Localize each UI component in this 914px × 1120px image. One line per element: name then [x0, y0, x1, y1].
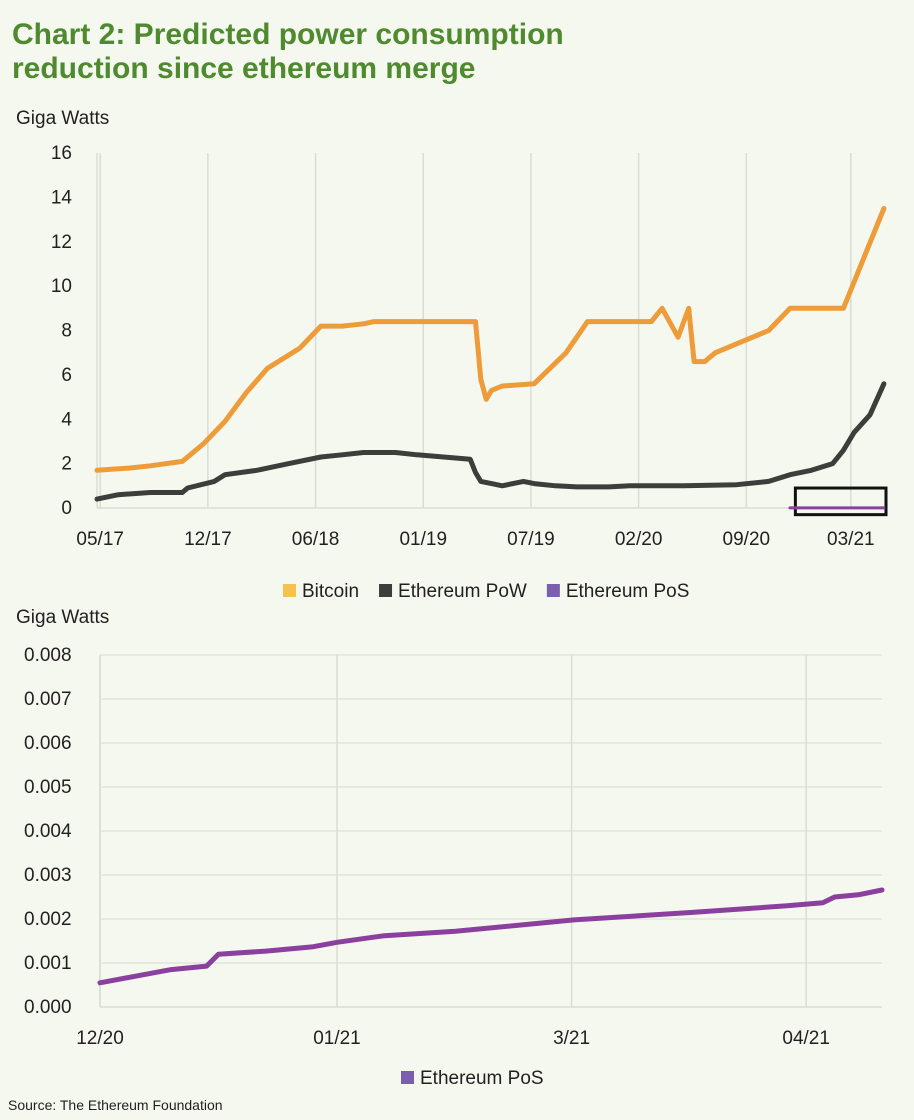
- legend-item: Bitcoin: [283, 581, 359, 602]
- x-tick-label: 3/21: [553, 1028, 590, 1049]
- chart2-y-unit-label: Giga Watts: [16, 607, 110, 628]
- y-tick-label: 0.007: [24, 689, 72, 710]
- legend-swatch: [401, 1071, 414, 1084]
- legend-swatch: [283, 584, 296, 597]
- x-tick-label: 02/20: [615, 529, 663, 550]
- y-tick-label: 0.005: [24, 777, 72, 798]
- title-line-2: reduction since ethereum merge: [12, 52, 476, 85]
- y-tick-label: 0.006: [24, 733, 72, 754]
- x-tick-label: 03/21: [827, 529, 875, 550]
- legend-label: Ethereum PoW: [398, 581, 527, 602]
- title-line-1: Chart 2: Predicted power consumption: [12, 18, 564, 51]
- x-tick-label: 05/17: [76, 529, 124, 550]
- x-tick-label: 01/19: [399, 529, 447, 550]
- legend-label: Ethereum PoS: [566, 581, 690, 602]
- chart-2-ethereum-pos-consumption: 0.000 0.001 0.002 0.003 0.004 0.005 0.006 0.007…: [24, 645, 885, 1089]
- x-tick-label: 01/21: [313, 1028, 361, 1049]
- legend-item: Ethereum PoS: [401, 1068, 544, 1089]
- x-tick-label: 09/20: [723, 529, 771, 550]
- chart-1-power-consumption: 0 2 4 6 8 10 12 14 16 05/17 12/17 06/18 01/19 07/19 02…: [51, 143, 888, 602]
- legend-swatch: [546, 584, 560, 597]
- x-tick-label: 07/19: [507, 529, 555, 550]
- series-line-ethereum-pow: [94, 381, 887, 502]
- y-tick-label: 10: [51, 276, 72, 297]
- y-tick-label: 12: [51, 232, 72, 253]
- ethereum-pos-highlight-box: [793, 486, 888, 517]
- y-tick-label: 0.002: [24, 909, 72, 930]
- y-tick-label: 4: [61, 409, 72, 430]
- y-tick-label: 0.001: [24, 953, 72, 974]
- y-tick-label: 0.008: [24, 645, 72, 666]
- legend-label: Ethereum PoS: [420, 1068, 544, 1089]
- legend-item: Ethereum PoW: [379, 581, 527, 602]
- series-line-bitcoin: [94, 206, 887, 473]
- y-tick-label: 0.000: [24, 997, 72, 1018]
- y-tick-label: 14: [51, 187, 73, 208]
- series-line-ethereum-pos: [97, 887, 885, 986]
- y-tick-label: 0.003: [24, 865, 72, 886]
- chart1-y-unit-label: Giga Watts: [16, 108, 110, 129]
- x-tick-label: 12/17: [184, 529, 232, 550]
- source-note: Source: The Ethereum Foundation: [8, 1097, 223, 1113]
- y-tick-label: 6: [61, 365, 72, 386]
- x-tick-label: 06/18: [292, 529, 340, 550]
- x-tick-label: 12/20: [76, 1028, 124, 1049]
- y-tick-label: 0.004: [24, 821, 72, 842]
- legend-item: Ethereum PoS: [546, 581, 690, 602]
- x-tick-label: 04/21: [782, 1028, 830, 1049]
- y-tick-label: 16: [51, 143, 72, 164]
- legend-swatch: [379, 584, 393, 597]
- y-tick-label: 2: [61, 454, 72, 475]
- y-tick-label: 8: [61, 321, 72, 342]
- legend-label: Bitcoin: [302, 581, 359, 602]
- y-tick-label: 0: [61, 498, 72, 519]
- chart-title: Chart 2: Predicted power consumption red…: [12, 18, 892, 86]
